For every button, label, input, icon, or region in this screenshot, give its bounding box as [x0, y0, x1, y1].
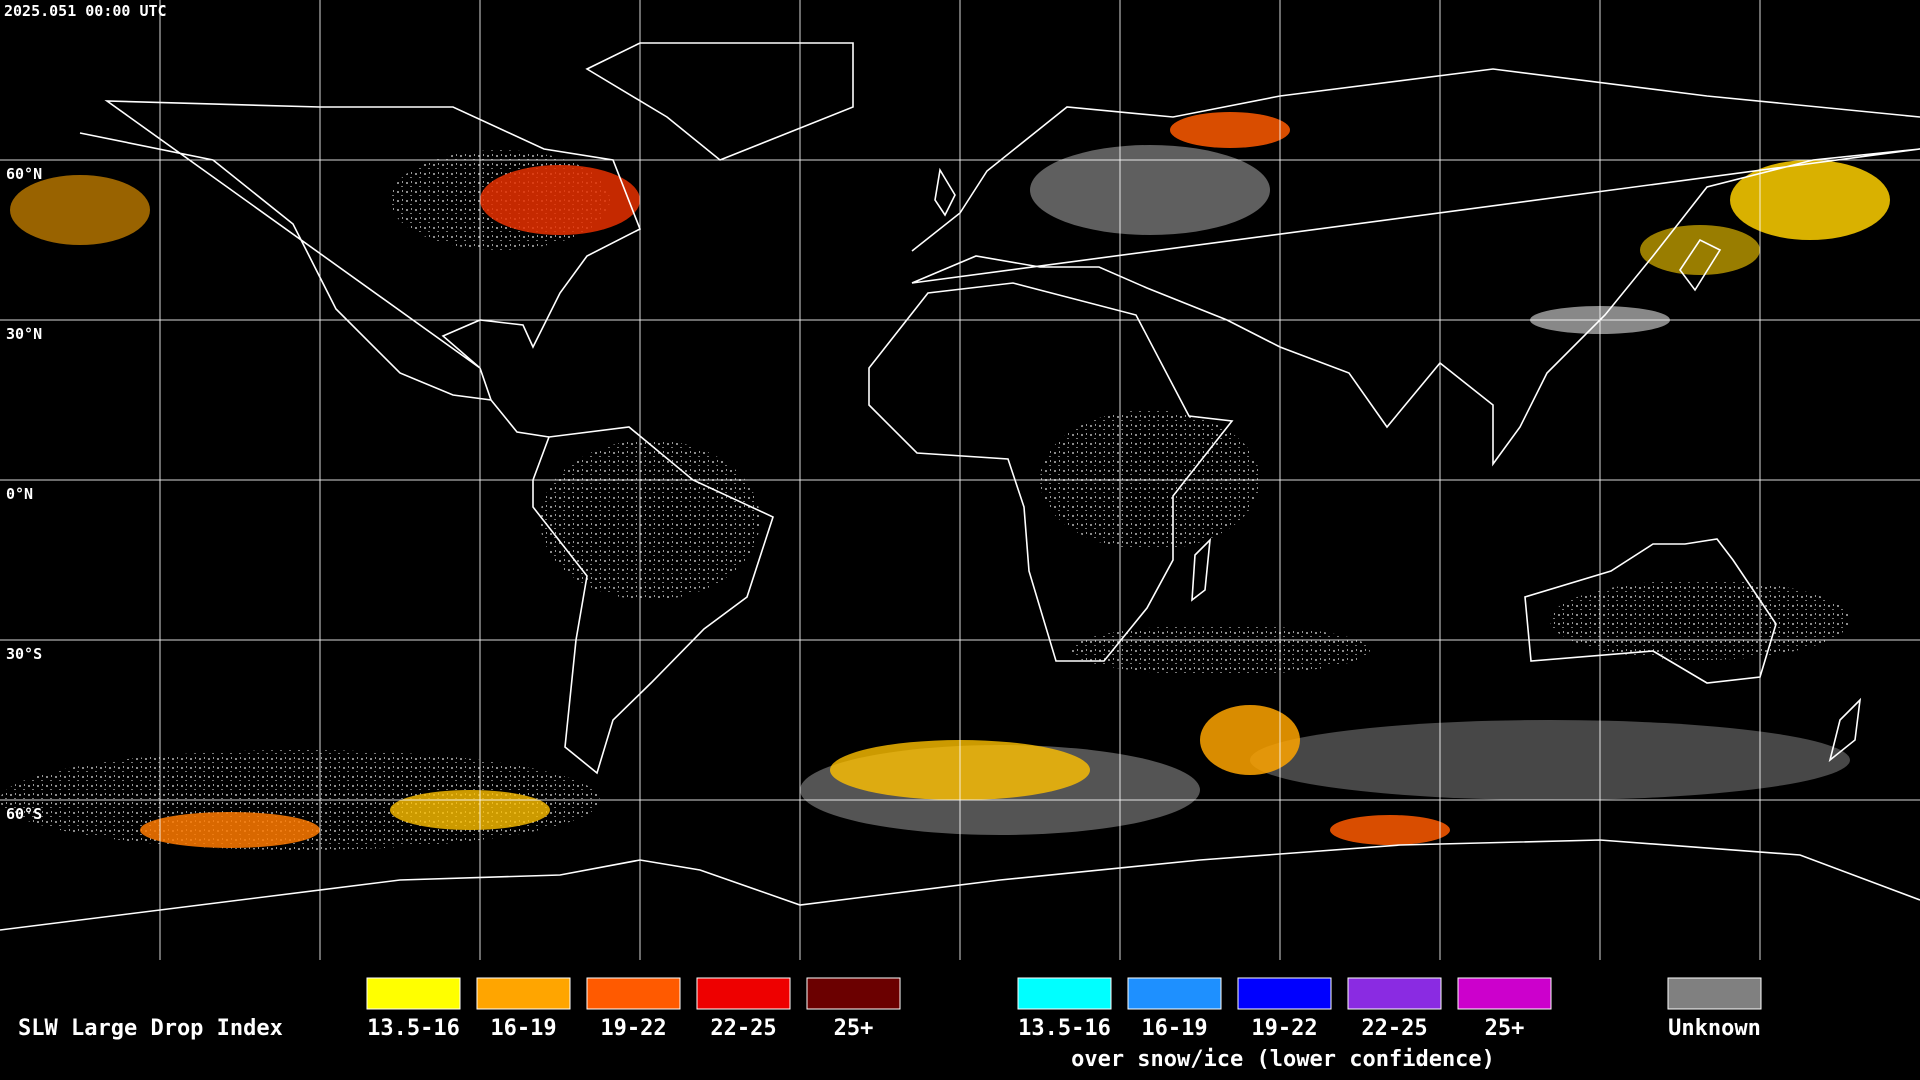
snow-legend-label: 13.5-16	[1018, 1016, 1111, 1041]
australia	[1524, 538, 1777, 684]
unknown-label: Unknown	[1668, 1016, 1761, 1041]
legend-label: 22-25	[710, 1016, 776, 1041]
legend-swatch	[586, 977, 681, 1010]
timestamp: 2025.051 00:00 UTC	[4, 2, 167, 20]
legend-label: 16-19	[490, 1016, 556, 1041]
north-america	[79, 100, 642, 438]
legend-swatch	[476, 977, 571, 1010]
snow-legend-swatch	[1017, 977, 1112, 1010]
snow-caption: over snow/ice (lower confidence)	[1071, 1047, 1495, 1072]
snow-legend-label: 22-25	[1361, 1016, 1427, 1041]
legend-title: SLW Large Drop Index	[18, 1016, 283, 1041]
eurasia	[911, 68, 1920, 467]
legend-swatch	[806, 977, 901, 1010]
legend-label: 13.5-16	[367, 1016, 460, 1041]
snow-legend-swatch	[1347, 977, 1442, 1010]
legend-swatch	[696, 977, 791, 1010]
unknown-swatch	[1667, 977, 1762, 1010]
snow-legend-label: 19-22	[1251, 1016, 1317, 1041]
legend-swatch	[366, 977, 461, 1010]
latitude-label: 60°N	[6, 165, 42, 183]
africa	[868, 282, 1234, 662]
latitude-label: 0°N	[6, 485, 33, 503]
legend-label: 25+	[834, 1016, 874, 1041]
south-america	[532, 426, 774, 775]
latitude-label: 60°S	[6, 805, 42, 823]
snow-legend-swatch	[1237, 977, 1332, 1010]
drop-index-field	[10, 112, 1890, 848]
snow-legend-swatch	[1127, 977, 1222, 1010]
snow-legend-label: 25+	[1485, 1016, 1525, 1041]
legend-panel	[0, 960, 1920, 1080]
islands	[934, 167, 1862, 763]
legend-label: 19-22	[600, 1016, 666, 1041]
snow-legend-label: 16-19	[1141, 1016, 1207, 1041]
latitude-label: 30°S	[6, 645, 42, 663]
graticule	[0, 0, 1920, 960]
snow-legend-swatch	[1457, 977, 1552, 1010]
latitude-label: 30°N	[6, 325, 42, 343]
